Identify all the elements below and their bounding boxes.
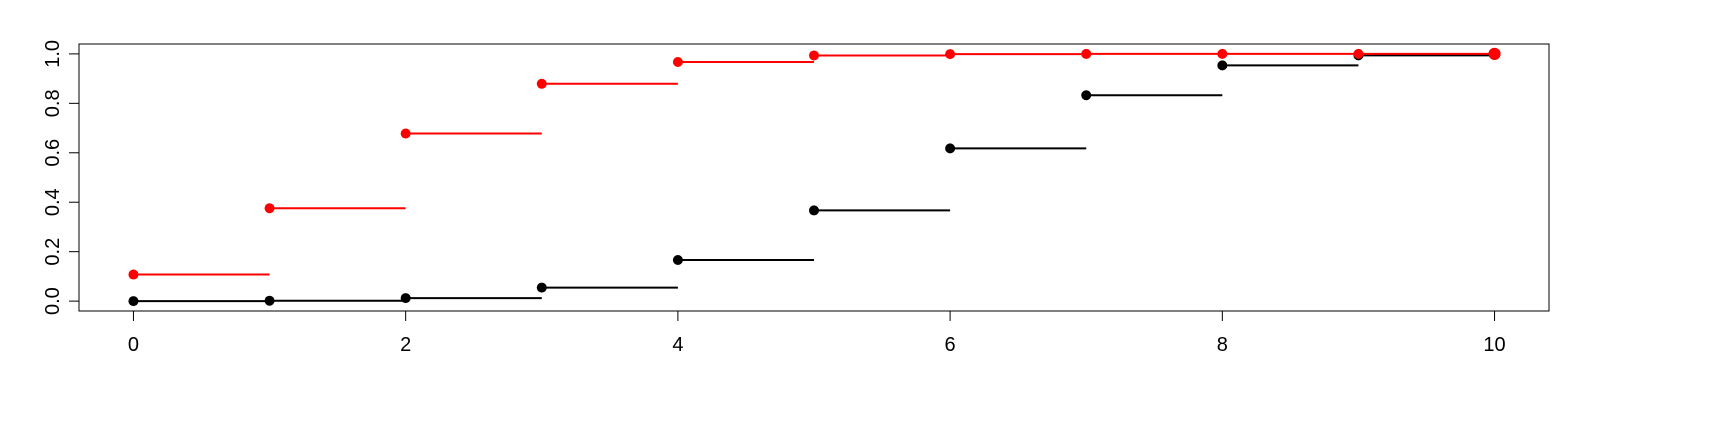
x-tick-label: 6 — [945, 334, 956, 356]
y-tick-label: 0.8 — [42, 89, 64, 117]
step-point — [128, 269, 139, 280]
series-layer — [128, 47, 1501, 307]
y-tick-label: 1.0 — [42, 40, 64, 68]
x-tick-label: 4 — [672, 334, 683, 356]
step-point — [809, 50, 819, 61]
step-point — [1488, 47, 1501, 60]
step-point — [400, 293, 411, 304]
step-point — [400, 128, 411, 139]
series-0 — [128, 47, 1501, 307]
step-point — [536, 78, 547, 89]
step-point — [945, 143, 956, 154]
x-tick-label: 2 — [400, 334, 411, 356]
step-point — [1353, 48, 1364, 59]
x-axis: 0 2 4 6 8 10 — [128, 311, 1506, 356]
step-point — [1217, 60, 1228, 71]
x-tick-label: 8 — [1217, 334, 1228, 356]
plot-frame — [78, 43, 1550, 312]
y-axis: 0.0 0.2 0.4 0.6 0.8 1.0 — [42, 40, 79, 315]
step-point — [536, 282, 547, 293]
y-tick-label: 0.0 — [42, 287, 64, 315]
series-1 — [128, 47, 1501, 280]
y-tick-label: 0.6 — [42, 139, 64, 167]
x-tick-label: 0 — [128, 334, 139, 356]
step-point — [945, 49, 956, 60]
step-point — [1081, 90, 1092, 101]
y-tick-label: 0.2 — [42, 238, 64, 266]
x-tick-label: 10 — [1483, 334, 1505, 356]
step-point — [128, 296, 139, 307]
step-point — [672, 255, 683, 266]
step-point — [264, 295, 275, 306]
step-point — [264, 203, 275, 214]
step-point — [1217, 48, 1228, 59]
step-point — [672, 56, 683, 67]
step-point — [809, 205, 819, 216]
y-tick-label: 0.4 — [42, 188, 64, 216]
step-point — [1081, 48, 1092, 59]
